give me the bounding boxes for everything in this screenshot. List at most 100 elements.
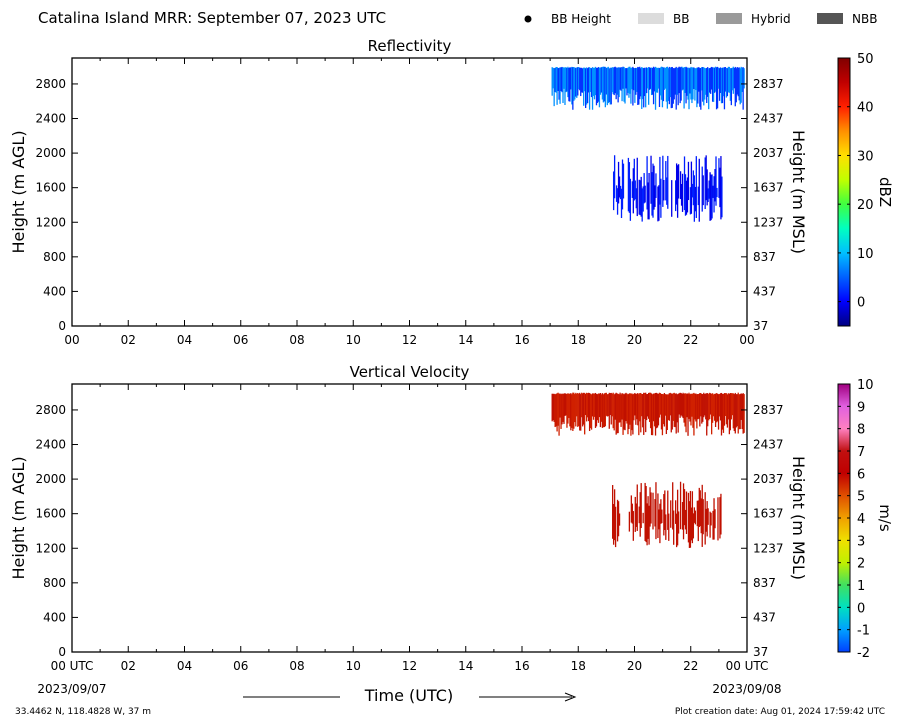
echo-column bbox=[715, 393, 718, 423]
panel-reflectivity: Reflectivity0400800120016002000240028003… bbox=[9, 37, 894, 347]
echo-column bbox=[600, 67, 603, 93]
echo-column bbox=[551, 67, 553, 96]
echo-column bbox=[697, 500, 699, 542]
echo-column bbox=[592, 67, 595, 96]
echo-column bbox=[562, 67, 564, 103]
echo-column bbox=[717, 67, 720, 89]
echo-column bbox=[628, 162, 631, 213]
echo-column bbox=[659, 503, 661, 544]
y2-tick-label: 37 bbox=[753, 319, 768, 333]
echo-column bbox=[704, 492, 706, 545]
echo-column bbox=[589, 68, 592, 93]
echo-column bbox=[727, 66, 730, 93]
echo-column bbox=[691, 393, 693, 417]
echo-column bbox=[650, 155, 652, 204]
echo-column bbox=[621, 393, 623, 420]
echo-column bbox=[684, 392, 686, 427]
echo-column bbox=[690, 393, 692, 426]
echo-column bbox=[675, 66, 677, 110]
echo-column bbox=[676, 165, 679, 218]
echo-column bbox=[619, 185, 622, 200]
echo-column bbox=[679, 392, 681, 418]
echo-column bbox=[668, 66, 670, 105]
echo-column bbox=[700, 67, 702, 110]
echo-column bbox=[677, 511, 680, 534]
echo-column bbox=[686, 67, 688, 96]
echo-column bbox=[673, 68, 675, 100]
echo-column bbox=[646, 156, 648, 210]
echo-column bbox=[708, 68, 710, 110]
colorbar-tick-label: -2 bbox=[857, 646, 870, 661]
echo-column bbox=[696, 67, 698, 108]
echo-column bbox=[636, 68, 638, 92]
echo-column bbox=[648, 66, 650, 105]
echo-column bbox=[569, 67, 571, 102]
echo-column bbox=[602, 394, 605, 428]
echo-column bbox=[740, 393, 742, 420]
echo-column bbox=[680, 392, 682, 416]
echo-column bbox=[567, 393, 569, 424]
colorbar-tick-label: -1 bbox=[857, 624, 870, 639]
echo-column bbox=[660, 178, 662, 218]
echo-column bbox=[639, 393, 641, 422]
echo-column bbox=[685, 491, 688, 534]
echo-column bbox=[604, 392, 606, 427]
echo-column bbox=[687, 67, 689, 100]
panel-vertical-velocity: Vertical Velocity04008001200160020002400… bbox=[9, 363, 894, 673]
echo-column bbox=[705, 508, 707, 532]
echo-layer bbox=[551, 66, 745, 222]
y-tick-label: 400 bbox=[43, 610, 66, 624]
echo-column bbox=[628, 511, 631, 532]
echo-column bbox=[568, 67, 570, 102]
y-tick-label: 1600 bbox=[35, 507, 66, 521]
echo-column bbox=[601, 393, 604, 428]
echo-column bbox=[582, 393, 584, 427]
echo-column bbox=[638, 67, 640, 105]
echo-column bbox=[618, 394, 620, 423]
echo-column bbox=[571, 66, 573, 105]
echo-column bbox=[698, 67, 700, 92]
echo-column bbox=[731, 393, 733, 416]
legend-swatch bbox=[817, 13, 843, 24]
y2-tick-label: 2837 bbox=[753, 77, 784, 91]
echo-column bbox=[676, 68, 678, 95]
echo-column bbox=[565, 67, 567, 93]
echo-column bbox=[606, 67, 608, 106]
echo-column bbox=[644, 185, 646, 203]
echo-column bbox=[641, 393, 643, 417]
x-tick-label: 18 bbox=[571, 659, 586, 673]
legend-swatch bbox=[716, 13, 742, 24]
echo-column bbox=[585, 392, 588, 422]
echo-column bbox=[699, 393, 701, 427]
echo-column bbox=[635, 503, 637, 527]
echo-column bbox=[634, 68, 636, 103]
echo-column bbox=[596, 67, 599, 103]
echo-column bbox=[626, 393, 628, 424]
echo-column bbox=[712, 510, 714, 540]
echo-column bbox=[713, 498, 715, 540]
echo-column bbox=[660, 499, 662, 524]
echo-column bbox=[640, 483, 642, 529]
echo-column bbox=[721, 176, 723, 218]
echo-column bbox=[584, 67, 586, 92]
x-tick-label: 06 bbox=[233, 659, 248, 673]
echo-column bbox=[671, 393, 673, 430]
echo-column bbox=[607, 66, 609, 104]
echo-column bbox=[705, 393, 707, 420]
echo-column bbox=[686, 177, 689, 213]
echo-column bbox=[558, 393, 560, 436]
echo-column bbox=[663, 494, 665, 536]
echo-column bbox=[608, 392, 610, 429]
echo-column bbox=[593, 67, 596, 100]
echo-column bbox=[618, 513, 621, 526]
x-tick-label: 00 UTC bbox=[726, 659, 769, 673]
echo-column bbox=[715, 156, 717, 206]
x-tick-label: 14 bbox=[458, 333, 473, 347]
echo-column bbox=[673, 510, 675, 545]
echo-column bbox=[690, 66, 692, 100]
echo-column bbox=[624, 68, 626, 104]
echo-column bbox=[610, 392, 612, 425]
y-tick-label: 2000 bbox=[35, 472, 66, 486]
echo-column bbox=[636, 393, 638, 420]
echo-column bbox=[652, 492, 654, 530]
